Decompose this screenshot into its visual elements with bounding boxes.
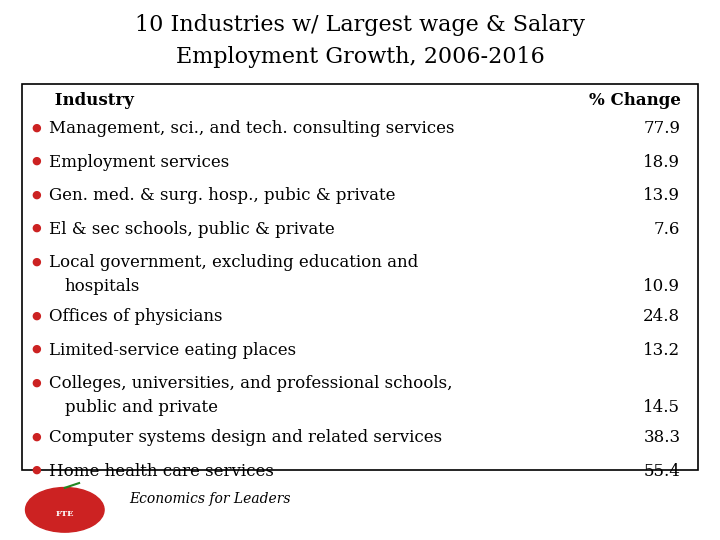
Text: 10.9: 10.9 [644, 278, 680, 295]
Text: ●: ● [31, 223, 41, 233]
Text: Colleges, universities, and professional schools,: Colleges, universities, and professional… [49, 375, 452, 392]
Text: ●: ● [31, 310, 41, 320]
Text: hospitals: hospitals [65, 278, 140, 295]
Text: Offices of physicians: Offices of physicians [49, 308, 222, 325]
Text: 10 Industries w/ Largest wage & Salary: 10 Industries w/ Largest wage & Salary [135, 14, 585, 36]
Text: El & sec schools, public & private: El & sec schools, public & private [49, 221, 335, 238]
Text: 13.9: 13.9 [644, 187, 680, 204]
Text: Limited-service eating places: Limited-service eating places [49, 342, 296, 359]
Text: ●: ● [31, 190, 41, 199]
Text: Computer systems design and related services: Computer systems design and related serv… [49, 429, 442, 446]
Text: public and private: public and private [65, 399, 218, 416]
Text: 55.4: 55.4 [644, 463, 680, 480]
Ellipse shape [25, 488, 104, 532]
Text: ●: ● [31, 465, 41, 475]
Text: Gen. med. & surg. hosp., pubic & private: Gen. med. & surg. hosp., pubic & private [49, 187, 395, 204]
Text: FTE: FTE [55, 510, 74, 518]
Text: 38.3: 38.3 [643, 429, 680, 446]
Text: ●: ● [31, 377, 41, 387]
Text: Employment Growth, 2006-2016: Employment Growth, 2006-2016 [176, 46, 544, 68]
Text: ●: ● [31, 344, 41, 354]
Text: 7.6: 7.6 [654, 221, 680, 238]
Text: 13.2: 13.2 [643, 342, 680, 359]
Text: ●: ● [31, 256, 41, 266]
Text: ●: ● [31, 156, 41, 166]
Text: Management, sci., and tech. consulting services: Management, sci., and tech. consulting s… [49, 120, 454, 137]
Text: Industry: Industry [49, 92, 134, 109]
Text: Home health care services: Home health care services [49, 463, 274, 480]
Text: 18.9: 18.9 [644, 154, 680, 171]
Text: Local government, excluding education and: Local government, excluding education an… [49, 254, 418, 271]
Text: 24.8: 24.8 [643, 308, 680, 325]
Text: ●: ● [31, 123, 41, 132]
Text: Employment services: Employment services [49, 154, 229, 171]
Text: ●: ● [31, 431, 41, 441]
Text: 77.9: 77.9 [644, 120, 680, 137]
Text: Economics for Leaders: Economics for Leaders [130, 492, 291, 507]
Text: 14.5: 14.5 [644, 399, 680, 416]
Text: % Change: % Change [588, 92, 680, 109]
